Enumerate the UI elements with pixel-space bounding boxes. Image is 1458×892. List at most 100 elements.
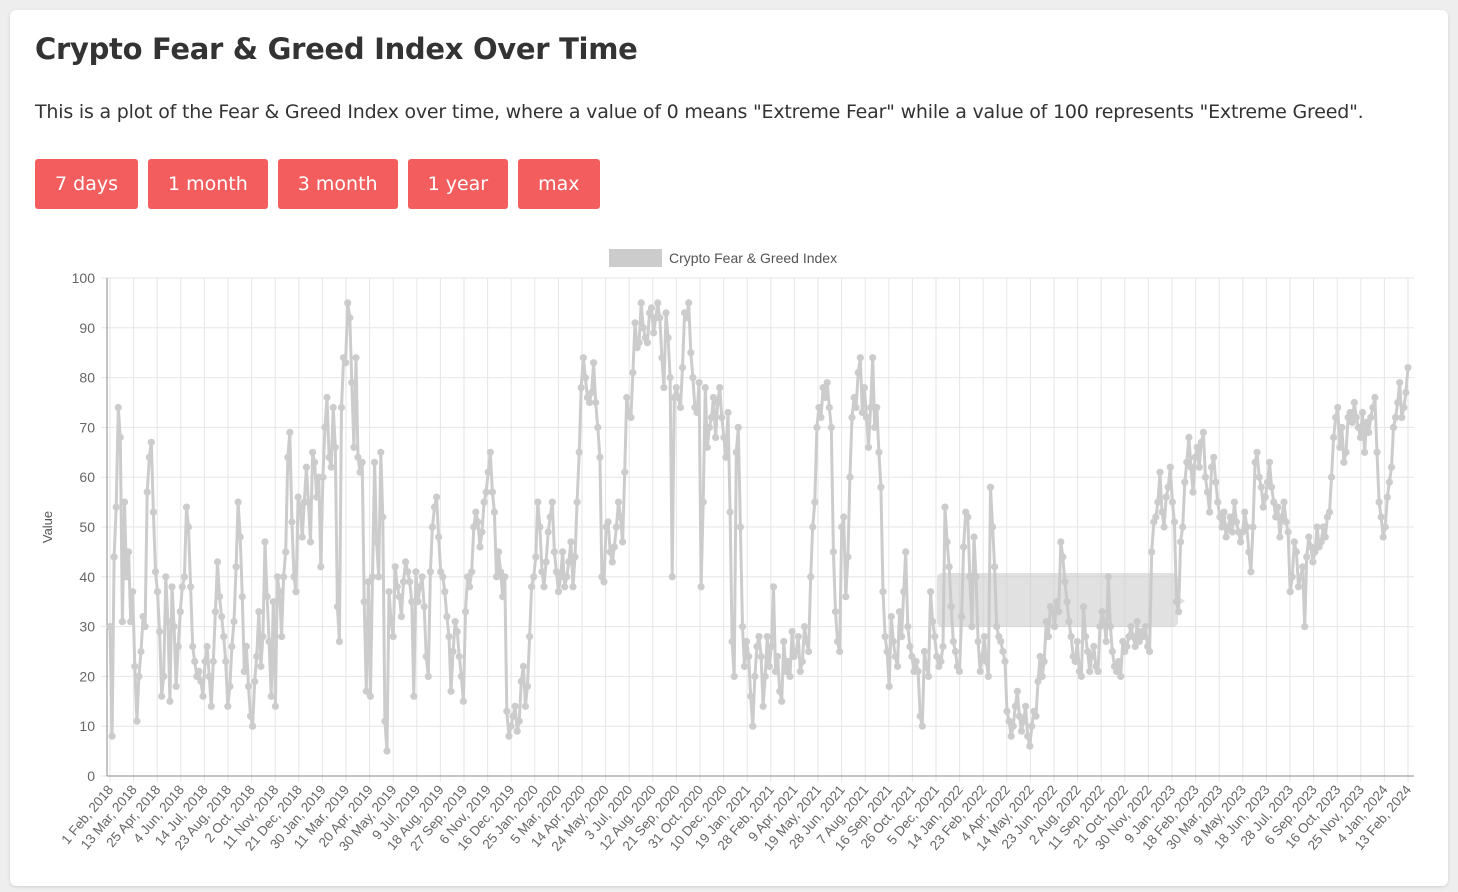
data-point <box>707 413 716 421</box>
data-point <box>296 503 304 511</box>
data-point <box>528 583 536 591</box>
data-point <box>738 623 747 631</box>
data-point <box>112 503 120 511</box>
data-point <box>1383 493 1391 501</box>
data-point <box>406 578 414 586</box>
data-point <box>532 553 540 561</box>
data-point <box>817 413 825 421</box>
data-point <box>1189 488 1197 496</box>
data-point <box>430 503 439 511</box>
data-point <box>1292 548 1300 556</box>
data-point <box>209 657 217 666</box>
data-point <box>381 717 389 725</box>
data-point <box>453 628 461 636</box>
data-point <box>893 662 902 671</box>
data-point <box>1179 523 1187 531</box>
range-7-days-button[interactable]: 7 days <box>35 159 138 209</box>
data-point <box>728 637 736 646</box>
chart-legend[interactable]: Crypto Fear & Greed Index <box>609 249 837 267</box>
data-point <box>945 563 953 571</box>
data-point <box>362 687 370 695</box>
data-point <box>871 423 879 431</box>
data-point <box>1392 413 1400 421</box>
data-point <box>825 403 833 412</box>
data-point <box>278 633 286 641</box>
data-point <box>385 588 393 596</box>
data-point <box>600 578 608 586</box>
data-point <box>346 314 354 322</box>
data-point <box>1038 672 1046 681</box>
data-point <box>931 633 939 641</box>
data-point <box>317 563 325 571</box>
range-max-button[interactable]: max <box>518 159 600 209</box>
data-point <box>261 538 269 546</box>
data-point <box>864 443 873 451</box>
data-point <box>740 662 749 671</box>
data-point <box>1257 483 1265 491</box>
data-point <box>288 518 296 526</box>
data-point <box>596 453 604 461</box>
data-point <box>734 423 742 431</box>
data-point <box>313 493 321 501</box>
data-point <box>1226 513 1234 521</box>
data-point <box>160 672 168 681</box>
data-point <box>1265 458 1274 466</box>
data-point <box>127 618 135 626</box>
data-point <box>879 588 887 596</box>
data-point <box>1317 538 1325 546</box>
data-point <box>342 359 350 367</box>
data-point <box>1197 438 1205 446</box>
data-point <box>263 593 271 601</box>
data-point <box>1164 483 1172 491</box>
data-point <box>550 548 559 556</box>
data-point <box>153 588 162 596</box>
data-point <box>970 533 978 541</box>
range-1-month-button[interactable]: 1 month <box>147 159 268 209</box>
data-point <box>658 354 666 362</box>
data-point <box>234 498 242 506</box>
data-point <box>869 354 877 362</box>
range-1-year-button[interactable]: 1 year <box>407 159 509 209</box>
y-tick-label: 10 <box>79 718 95 734</box>
data-point <box>486 448 494 456</box>
data-point <box>466 583 474 591</box>
data-point <box>476 543 484 551</box>
data-point <box>189 642 197 651</box>
data-point <box>1208 463 1216 471</box>
data-point <box>850 393 858 402</box>
data-point <box>848 413 856 421</box>
range-3-month-button[interactable]: 3 month <box>277 159 398 209</box>
data-point <box>712 433 720 441</box>
data-point <box>197 677 205 686</box>
data-point <box>271 702 279 710</box>
data-point <box>844 553 852 561</box>
main-card: Crypto Fear & Greed Index Over Time This… <box>10 10 1448 886</box>
data-point <box>1327 473 1336 481</box>
data-point <box>426 568 434 576</box>
data-point <box>521 702 530 710</box>
page-title: Crypto Fear & Greed Index Over Time <box>35 32 638 66</box>
data-point <box>1218 523 1226 531</box>
data-point <box>1354 423 1362 431</box>
data-point <box>567 538 575 546</box>
data-point <box>311 458 319 466</box>
data-point <box>1086 667 1094 676</box>
data-point <box>1398 413 1406 421</box>
data-point <box>108 732 116 740</box>
data-point <box>1255 473 1263 481</box>
data-point <box>1305 533 1313 541</box>
data-point <box>416 583 424 591</box>
data-point <box>643 339 652 347</box>
data-point <box>1222 533 1230 541</box>
data-point <box>1247 568 1255 576</box>
data-point <box>1082 633 1090 641</box>
data-point <box>265 637 273 646</box>
data-point <box>927 588 935 596</box>
data-point <box>195 667 203 676</box>
data-point <box>474 518 482 526</box>
data-point <box>383 747 391 755</box>
data-point <box>1278 513 1286 521</box>
data-point <box>1253 448 1261 456</box>
data-point <box>135 672 143 681</box>
